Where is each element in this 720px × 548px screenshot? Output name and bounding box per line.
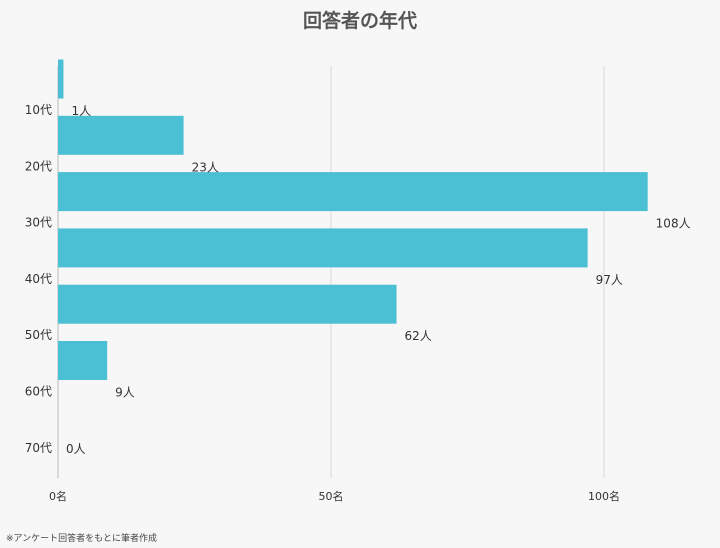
chart-title: 回答者の年代 xyxy=(302,10,417,32)
data-label: 1人 xyxy=(71,104,91,118)
bars-layer xyxy=(58,59,648,380)
category-label: 20代 xyxy=(25,159,52,173)
data-label: 0人 xyxy=(66,442,86,456)
data-label: 9人 xyxy=(115,386,135,400)
data-label: 97人 xyxy=(596,273,623,287)
x-tick-label: 100名 xyxy=(588,489,620,503)
bar xyxy=(58,284,397,324)
category-label: 70代 xyxy=(25,441,52,455)
category-label: 60代 xyxy=(25,385,52,399)
category-label: 50代 xyxy=(25,328,52,342)
labels-layer: 0名 50名 100名 10代 1人 20代 23人 30代 108人 40代 97人 50代 62人 6… xyxy=(25,103,691,503)
footnote: ※アンケート回答者をもとに筆者作成 xyxy=(6,534,158,544)
data-label: 108人 xyxy=(656,217,691,231)
bar xyxy=(58,115,184,155)
bar xyxy=(58,172,648,212)
data-label: 23人 xyxy=(192,160,219,174)
x-tick-label: 0名 xyxy=(49,489,67,503)
data-label: 62人 xyxy=(405,329,432,343)
category-label: 30代 xyxy=(25,216,52,230)
category-label: 10代 xyxy=(25,103,52,117)
bar xyxy=(58,341,108,380)
bar xyxy=(58,228,588,268)
x-tick-label: 50名 xyxy=(319,489,344,503)
bar xyxy=(58,59,64,99)
category-label: 40代 xyxy=(25,272,52,286)
